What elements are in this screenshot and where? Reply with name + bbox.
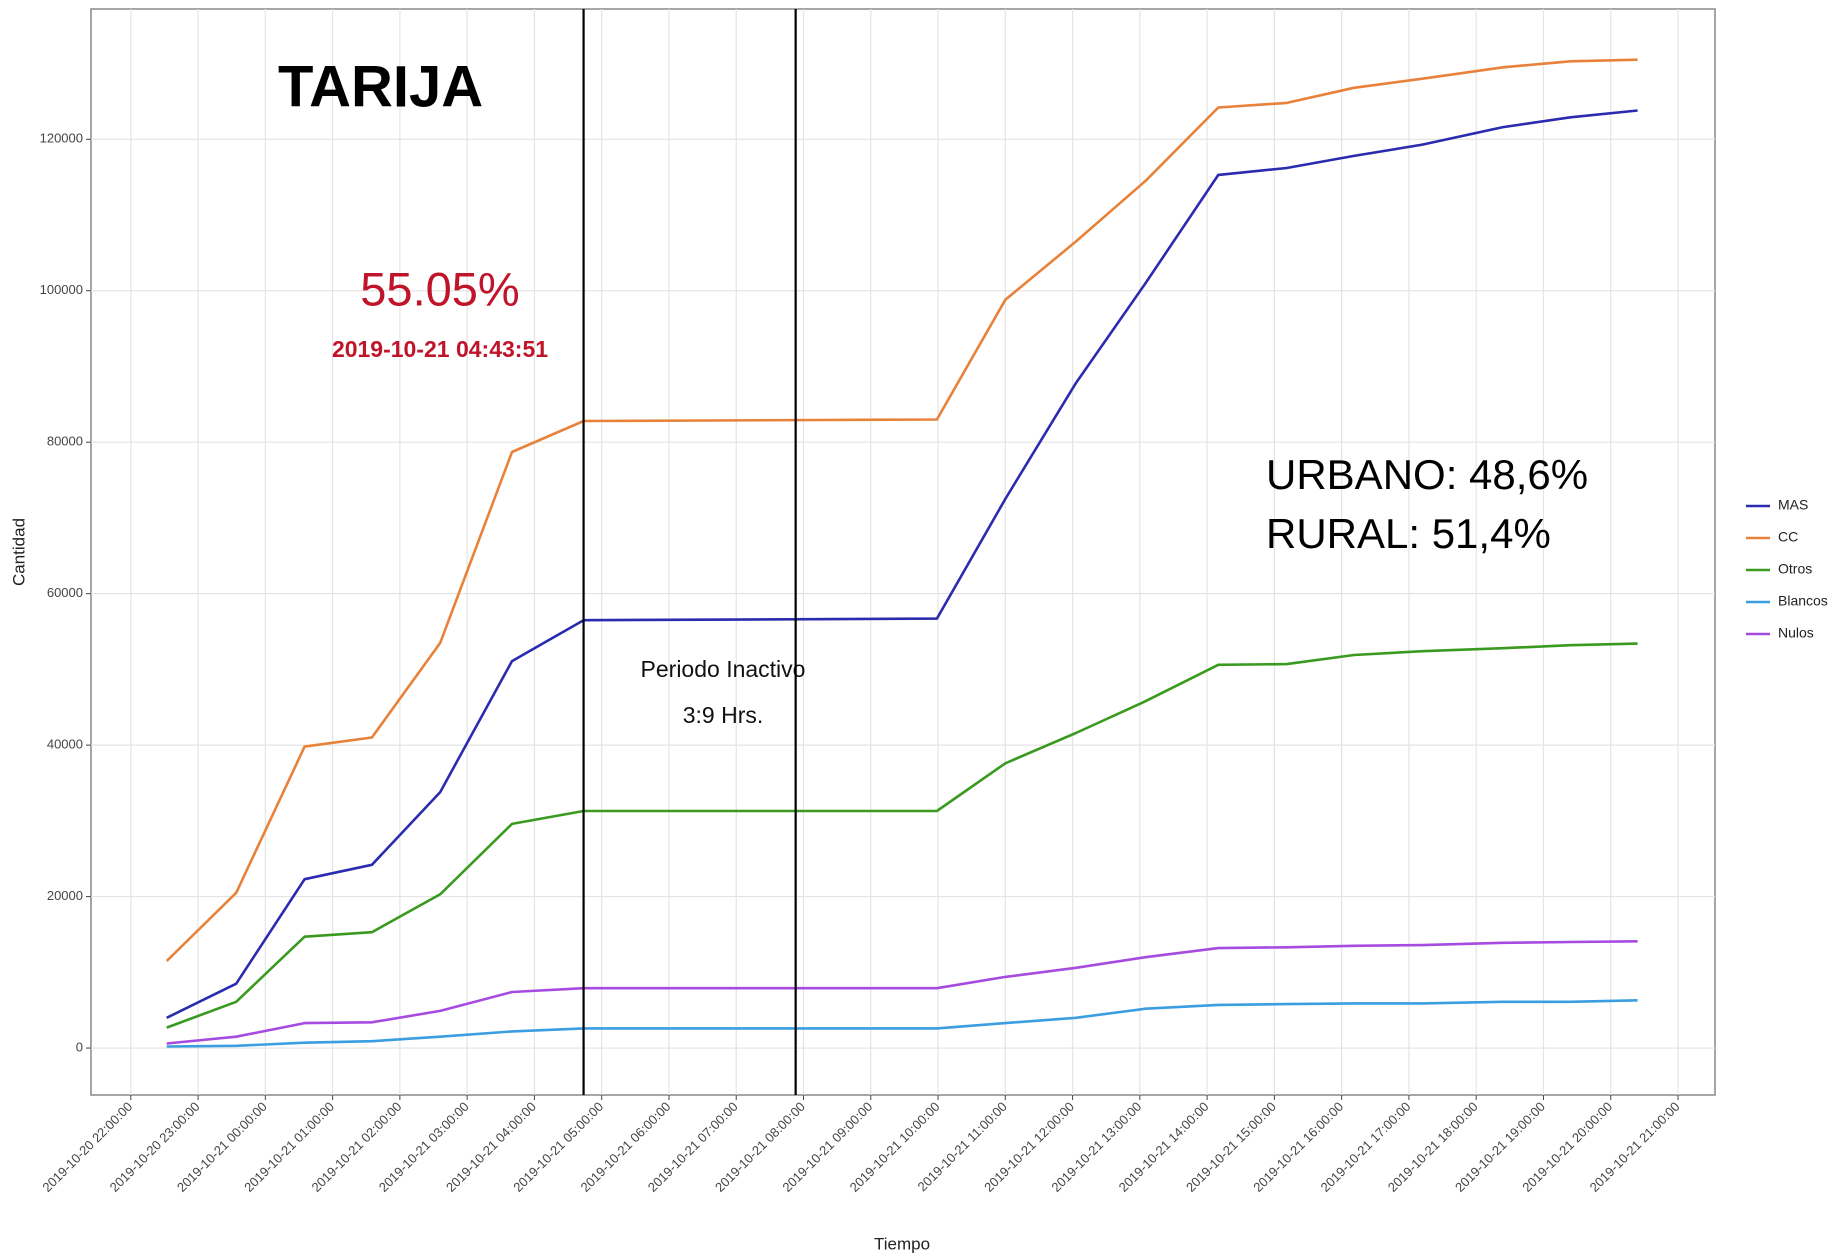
y-tick-label: 60000 [47, 585, 83, 600]
legend-label: Blancos [1778, 593, 1828, 609]
legend-label: CC [1778, 529, 1798, 545]
y-tick-label: 40000 [47, 737, 83, 752]
y-tick-label: 20000 [47, 888, 83, 903]
y-tick-label: 0 [76, 1039, 83, 1054]
x-axis-label: Tiempo [874, 1234, 930, 1253]
percent-annotation: 55.05% [360, 262, 519, 315]
rural-annotation: RURAL: 51,4% [1266, 510, 1551, 557]
legend-label: Otros [1778, 561, 1812, 577]
legend-label: MAS [1778, 497, 1808, 513]
y-tick-label: 100000 [40, 282, 83, 297]
urbano-annotation: URBANO: 48,6% [1266, 451, 1588, 498]
timestamp-annotation: 2019-10-21 04:43:51 [332, 336, 548, 362]
y-axis-label: Cantidad [9, 518, 28, 586]
inactive-hours-annotation: 3:9 Hrs. [683, 702, 764, 728]
y-tick-label: 80000 [47, 434, 83, 449]
legend-label: Nulos [1778, 625, 1814, 641]
series-line [165, 58, 1638, 962]
series-line [166, 999, 1638, 1048]
inactive-annotation: Periodo Inactivo [641, 656, 806, 682]
plot-panel [90, 8, 1716, 1096]
series-line [166, 940, 1638, 1045]
y-tick-label: 120000 [40, 131, 83, 146]
series-line [166, 109, 1638, 1019]
chart-title: TARIJA [278, 54, 483, 119]
series-line [166, 642, 1638, 1029]
